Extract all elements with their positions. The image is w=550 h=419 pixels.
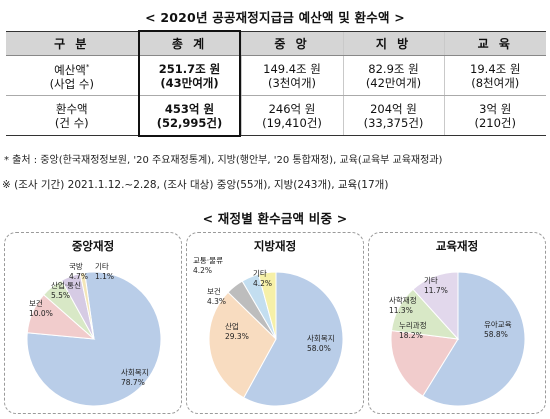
- slice-label: 기타: [95, 262, 109, 271]
- pie-slice-5: [79, 272, 95, 340]
- report-title: < 2020년 공공재정지급금 예산액 및 환수액 >: [145, 10, 405, 25]
- pie-slice-4: [412, 271, 459, 341]
- header-total: 총 계: [137, 31, 241, 56]
- slice-label: 사회복지: [307, 334, 335, 343]
- row-label-recovery: 환수액 (건 수): [6, 95, 138, 136]
- slice-label: 누리과정: [399, 320, 427, 330]
- chart-title-central: 중앙재정: [71, 239, 115, 253]
- header-category: 구 분: [6, 31, 138, 56]
- slice-label: 국방: [69, 261, 83, 271]
- slice-value-label: 11.3%: [389, 306, 413, 315]
- cell-recovery-total: 453억 원 (52,995건): [137, 95, 241, 136]
- chart-title-local: 지방재정: [253, 239, 297, 253]
- slice-label: 기타: [253, 269, 267, 278]
- pie-slice-2: [208, 291, 277, 399]
- cell-budget-central: 149.4조 원 (3천여개): [240, 55, 343, 96]
- summary-table: 구 분 총 계 중 앙 지 방 교 육 예산액* (사업 수) 251.7조 원…: [6, 31, 546, 136]
- source-note: * 출처 : 중앙(한국재정정보원, '20 주요재정통계), 지방(행안부, …: [4, 155, 443, 166]
- slice-value-label: 58.0%: [307, 344, 331, 353]
- slice-label: 보건: [29, 298, 43, 308]
- slice-label: 산업: [225, 321, 239, 331]
- chart-panel-education: 교육재정 유아교육 58.8% 누리과정 18.2% 사학재정 11.3% 기타 11.7%: [368, 232, 546, 414]
- chart-panel-local: 지방재정 사회복지 58.0% 산업 29.3% 보건 4.3% 교통·물류 4.2% 기타 4.…: [186, 232, 364, 414]
- slice-label: 사회복지: [121, 368, 149, 377]
- slice-value-label: 58.8%: [484, 330, 508, 339]
- slice-label: 보건: [207, 286, 221, 296]
- slice-label: 기타: [424, 276, 438, 285]
- header-local: 지 방: [342, 31, 444, 56]
- pie-slice-1: [243, 271, 344, 407]
- slice-label: 교통·물류: [193, 256, 223, 265]
- row-label-budget-main: 예산액*: [54, 62, 90, 77]
- table-row-budget: 예산액* (사업 수) 251.7조 원 (43만여개) 149.4조 원 (3천여…: [6, 55, 546, 96]
- chart-title-education: 교육재정: [435, 239, 479, 253]
- slice-value-label: 29.3%: [225, 332, 249, 341]
- table-row-recovery: 환수액 (건 수) 453억 원 (52,995건) 246억 원 (19,410건…: [6, 95, 546, 136]
- survey-note: ※ (조사 기간) 2021.1.12.~2.28, (조사 대상) 중앙(55…: [2, 179, 389, 191]
- header-education: 교 육: [443, 31, 546, 56]
- pie-slice-2: [390, 330, 459, 397]
- section-title: < 재정별 환수금액 비중 >: [202, 211, 348, 226]
- cell-budget-local: 82.9조 원 (42만여개): [342, 55, 444, 96]
- cell-recovery-education: 3억 원 (210건): [443, 95, 546, 136]
- cell-budget-education: 19.4조 원 (8천여개): [443, 55, 546, 96]
- cell-budget-total: 251.7조 원 (43만여개): [137, 55, 241, 96]
- slice-value-label: 1.1%: [95, 272, 114, 281]
- header-central: 중 앙: [240, 31, 343, 56]
- slice-value-label: 5.5%: [51, 291, 70, 300]
- slice-value-label: 4.2%: [193, 266, 212, 275]
- chart-panel-central: 중앙재정 사회복지 78.7% 보건 10.0% 산업·통신 5.5% 국방 4.7% 기타 1.…: [4, 232, 182, 414]
- slice-value-label: 18.2%: [399, 331, 423, 340]
- row-label-budget-sub: (사업 수): [49, 76, 94, 91]
- slice-value-label: 11.7%: [424, 286, 448, 295]
- slice-value-label: 4.3%: [207, 297, 226, 306]
- slice-label: 산업·통신: [51, 280, 81, 290]
- slice-value-label: 4.7%: [69, 272, 88, 281]
- slice-label: 사학재정: [389, 295, 417, 305]
- slice-value-label: 4.2%: [253, 279, 272, 288]
- slice-value-label: 10.0%: [29, 309, 53, 318]
- slice-value-label: 78.7%: [121, 378, 145, 387]
- slice-label: 유아교육: [484, 319, 512, 329]
- cell-recovery-local: 204억 원 (33,375건): [342, 95, 444, 136]
- cell-recovery-central: 246억 원 (19,410건): [240, 95, 343, 136]
- row-label-budget: 예산액* (사업 수): [6, 55, 138, 96]
- pie-slice-5: [257, 271, 277, 340]
- pie-slice-1: [422, 271, 526, 407]
